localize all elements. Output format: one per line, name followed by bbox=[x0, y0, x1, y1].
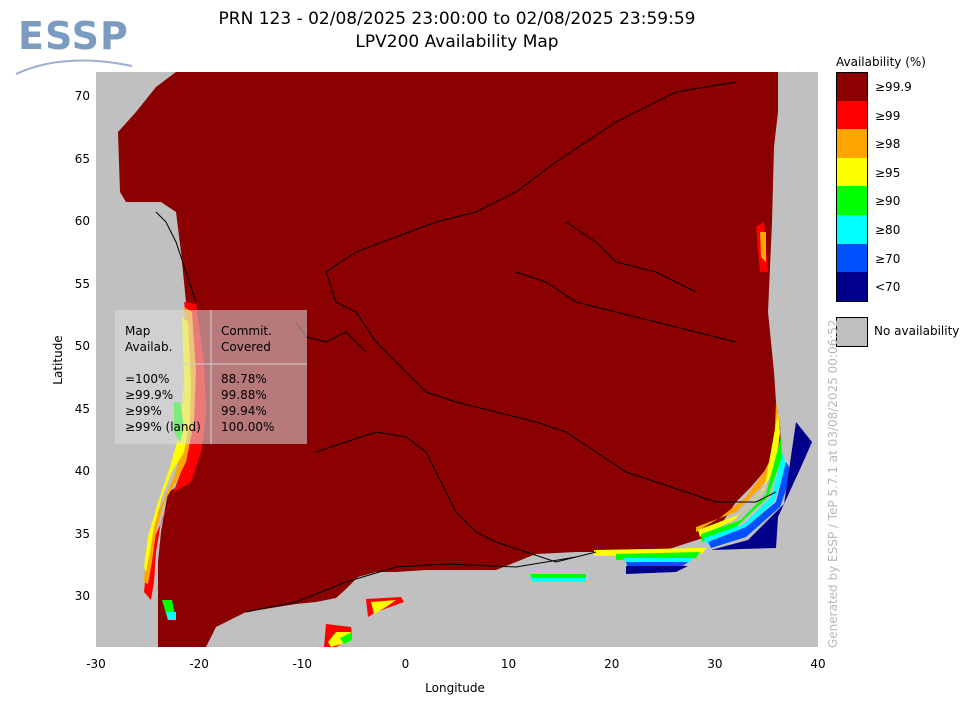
legend-swatch bbox=[836, 72, 868, 102]
logo-swoosh bbox=[15, 59, 133, 75]
legend-label: ≥90 bbox=[875, 194, 901, 209]
essp-logo: ESSP bbox=[14, 14, 134, 80]
availability-high-region bbox=[118, 72, 781, 647]
x-tick-label: 10 bbox=[500, 657, 517, 671]
x-tick-label: 0 bbox=[401, 657, 410, 671]
availability-levant-orange bbox=[696, 402, 780, 532]
generated-caption: Generated by ESSP / TeP 5.7.1 at 03/08/2… bbox=[826, 319, 840, 648]
availability-sahara-green bbox=[340, 632, 352, 644]
availability-morocco-yellow bbox=[371, 600, 396, 614]
no-availability-label: No availability bbox=[874, 324, 960, 338]
legend-label: ≥98 bbox=[875, 137, 901, 152]
y-tick-label: 55 bbox=[74, 276, 90, 291]
y-tick-label: 60 bbox=[74, 214, 90, 228]
x-tick-label: 30 bbox=[707, 657, 723, 671]
availability-libya-cyan bbox=[532, 578, 586, 582]
y-tick-label: 45 bbox=[74, 401, 90, 416]
x-tick-label: 20 bbox=[604, 657, 620, 671]
y-tick-label: 35 bbox=[74, 526, 90, 541]
legend-label: <70 bbox=[875, 280, 901, 295]
availability-levant-green bbox=[701, 437, 782, 542]
legend-label: ≥80 bbox=[875, 223, 901, 237]
availability-levant-darkblue bbox=[711, 422, 812, 550]
map-subtitle: LPV200 Availability Map bbox=[355, 32, 559, 52]
y-axis-label: Latitude bbox=[51, 335, 65, 385]
stats-col1-header: Map Availab. bbox=[125, 324, 173, 354]
legend-label: ≥99.9 bbox=[875, 80, 912, 94]
legend-swatch bbox=[836, 129, 868, 158]
y-tick-label: 65 bbox=[74, 151, 90, 166]
y-tick-label: 50 bbox=[74, 339, 90, 353]
x-tick-label: 40 bbox=[810, 657, 826, 671]
legend-swatch bbox=[836, 243, 868, 273]
stats-col2-values: 88.78% 99.88% 99.94% 100.00% bbox=[221, 372, 275, 434]
stats-col1-values: =100% ≥99.9% ≥99% ≥99% (land) bbox=[125, 372, 201, 434]
y-tick-label: 30 bbox=[74, 589, 90, 603]
legend-label: ≥99 bbox=[875, 108, 901, 123]
legend-title: Availability (%) bbox=[836, 55, 926, 69]
availability-egypt-darkblue bbox=[626, 566, 688, 574]
legend-swatch bbox=[836, 272, 868, 302]
legend-label: ≥95 bbox=[875, 165, 901, 180]
stats-table: Map Availab. Commit. Covered =100% ≥99.9… bbox=[115, 310, 307, 444]
x-tick-label: -30 bbox=[86, 657, 106, 671]
legend-swatch bbox=[836, 215, 868, 244]
stats-col2-header: Commit. Covered bbox=[221, 324, 272, 354]
availability-sw-cyan bbox=[166, 612, 176, 620]
availability-levant-blue bbox=[708, 462, 792, 548]
x-tick-label: -10 bbox=[292, 657, 313, 671]
availability-levant-cyan bbox=[704, 452, 786, 544]
logo-text: ESSP bbox=[18, 14, 129, 58]
x-axis-label: Longitude bbox=[425, 681, 485, 695]
coastlines bbox=[155, 81, 777, 613]
x-tick-label: -20 bbox=[189, 657, 209, 671]
availability-east-strip-orange bbox=[760, 232, 766, 262]
y-tick-label: 70 bbox=[74, 89, 90, 103]
no-availability-swatch bbox=[836, 317, 868, 347]
legend-swatch bbox=[836, 186, 868, 215]
y-tick-label: 40 bbox=[74, 464, 90, 478]
legend-swatch bbox=[836, 100, 868, 130]
legend-swatch bbox=[836, 157, 868, 187]
legend-label: ≥70 bbox=[875, 251, 901, 266]
map-title: PRN 123 - 02/08/2025 23:00:00 to 02/08/2… bbox=[218, 9, 696, 29]
